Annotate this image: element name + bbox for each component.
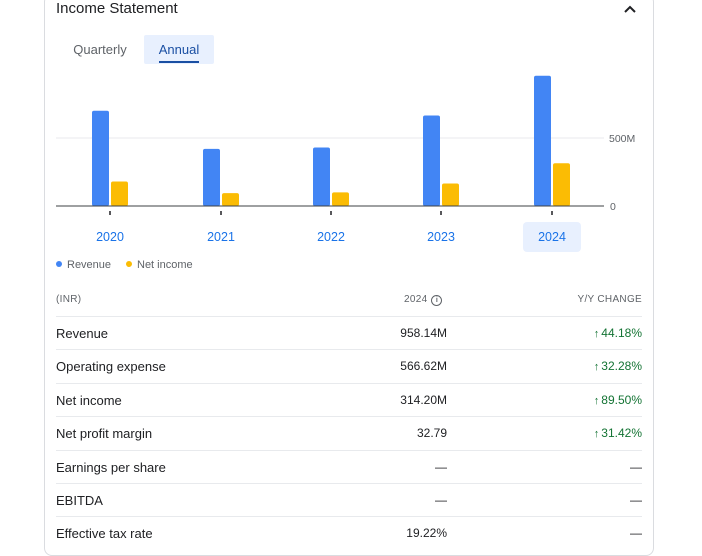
row-label: EBITDA [56, 493, 103, 508]
col-header-year: 2024 i [404, 290, 443, 310]
x-label-2024[interactable]: 2024 [523, 222, 581, 252]
row-label: Operating expense [56, 359, 166, 375]
bar-revenue [423, 115, 440, 206]
x-label-2022[interactable]: 2022 [317, 230, 345, 244]
col-header-change: Y/Y CHANGE [577, 294, 642, 305]
row-change-text: — [630, 526, 642, 541]
legend-net-income-dot [126, 261, 132, 267]
row-change: — [630, 517, 642, 550]
bar-revenue [203, 148, 220, 206]
row-change: ↑ 89.50% [594, 384, 642, 418]
row-change: ↑ 31.42% [594, 417, 642, 451]
bar-net-income [222, 193, 239, 206]
tab-underline [159, 61, 199, 63]
income-statement-card [44, 0, 654, 556]
row-change-text: 44.18% [601, 326, 642, 340]
row-value: 19.22% [406, 526, 447, 541]
col-header-label: (INR) [56, 294, 82, 305]
bar-revenue [534, 75, 551, 206]
row-change-text: 32.28% [601, 359, 642, 374]
bar-net-income [442, 183, 459, 206]
tab-annual[interactable]: Annual [144, 35, 214, 64]
bar-revenue [92, 110, 109, 206]
row-label: Revenue [56, 326, 109, 341]
row-change-text: 89.50% [601, 392, 642, 407]
table-row: Net income 314.20M ↑ 89.50% [56, 382, 642, 418]
legend-revenue: Revenue [56, 258, 111, 272]
arrow-up-icon: ↑ [593, 428, 600, 441]
income-chart: 500M 0 [56, 75, 635, 215]
y-tick-label: 0 [610, 201, 616, 213]
legend-revenue-dot [56, 261, 62, 267]
x-label-2023[interactable]: 2023 [427, 230, 455, 244]
row-change: ↑ 44.18% [594, 317, 642, 351]
row-change-text: 31.42% [601, 426, 642, 441]
row-value: — [435, 493, 447, 507]
row-value: 566.62M [400, 359, 447, 374]
row-label: Earnings per share [56, 459, 166, 475]
bar-net-income [111, 181, 128, 206]
x-label-2020[interactable]: 2020 [96, 230, 124, 244]
legend-net-income: Net income [126, 258, 193, 272]
chevron-up-icon[interactable] [622, 2, 638, 16]
x-label-2021[interactable]: 2021 [207, 230, 235, 244]
row-change-text: — [630, 459, 642, 474]
table-row: Operating expense 566.62M ↑ 32.28% [56, 349, 642, 383]
row-label: Effective tax rate [56, 526, 153, 542]
row-value: — [435, 459, 447, 474]
row-change: ↑ 32.28% [594, 350, 642, 384]
arrow-up-icon: ↑ [593, 394, 600, 407]
row-value: 958.14M [400, 326, 447, 340]
section-title: Income Statement [56, 0, 178, 17]
row-change-text: — [630, 493, 642, 507]
table-row: EBITDA — — [56, 483, 642, 517]
bar-net-income [553, 163, 570, 206]
table-row: Earnings per share — — [56, 449, 642, 484]
y-tick-label: 500M [609, 133, 635, 145]
arrow-up-icon: ↑ [593, 361, 600, 374]
row-change: — [630, 451, 642, 484]
table-row: Effective tax rate 19.22% — [56, 516, 642, 550]
bar-net-income [332, 192, 349, 206]
arrow-up-icon: ↑ [593, 328, 600, 340]
tab-quarterly[interactable]: Quarterly [73, 42, 127, 57]
info-icon[interactable]: i [431, 295, 443, 306]
row-value: 32.79 [416, 426, 447, 441]
row-value: 314.20M [400, 392, 447, 407]
tab-annual-label: Annual [158, 42, 200, 57]
row-label: Net profit margin [56, 426, 153, 442]
row-label: Net income [56, 392, 122, 408]
table-row: Net profit margin 32.79 ↑ 31.42% [56, 416, 642, 450]
table-row: Revenue 958.14M ↑ 44.18% [56, 316, 642, 350]
bar-revenue [313, 147, 330, 206]
row-change: — [630, 484, 642, 517]
